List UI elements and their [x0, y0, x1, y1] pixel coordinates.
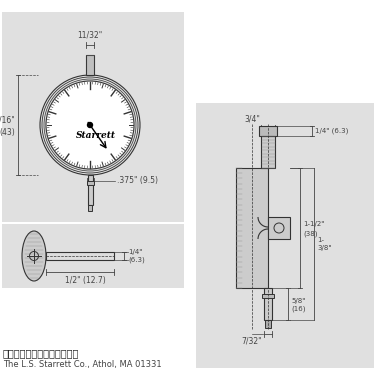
Bar [88, 205, 92, 211]
Text: 1/4" (6.3): 1/4" (6.3) [315, 128, 348, 134]
Ellipse shape [22, 231, 46, 281]
Text: 5/8": 5/8" [291, 298, 306, 304]
Text: 3/4": 3/4" [244, 114, 260, 123]
Bar [87, 175, 92, 205]
Bar [87, 181, 93, 185]
Bar [46, 252, 114, 260]
Text: 1/4"
(6.3): 1/4" (6.3) [128, 249, 145, 263]
Text: .375" (9.5): .375" (9.5) [117, 176, 158, 185]
Bar [265, 320, 271, 328]
Text: 1-11/16": 1-11/16" [0, 116, 15, 125]
Bar [196, 103, 374, 368]
Bar [2, 12, 184, 222]
Text: 7/32": 7/32" [242, 337, 262, 346]
Text: (16): (16) [291, 306, 306, 312]
Bar [86, 55, 94, 75]
Bar [262, 294, 274, 298]
Text: 11/32": 11/32" [78, 31, 103, 40]
Text: 1-: 1- [317, 237, 324, 243]
Bar [2, 224, 184, 288]
Text: 1-1/2": 1-1/2" [303, 221, 325, 227]
Text: Starrett: Starrett [76, 130, 116, 139]
Text: The L.S. Starrett Co., Athol, MA 01331: The L.S. Starrett Co., Athol, MA 01331 [3, 360, 161, 369]
Bar [259, 126, 277, 136]
Text: (43): (43) [0, 128, 15, 136]
Text: 表盘带免费起草的模板，写着: 表盘带免费起草的模板，写着 [3, 348, 79, 358]
Bar [268, 217, 290, 239]
Bar [261, 136, 275, 168]
Bar [236, 168, 268, 288]
Text: 3/8": 3/8" [317, 245, 331, 251]
Circle shape [87, 122, 92, 128]
Text: (38): (38) [303, 231, 318, 237]
Text: 1/2" (12.7): 1/2" (12.7) [65, 276, 105, 285]
Circle shape [44, 79, 136, 171]
Bar [264, 288, 272, 320]
Circle shape [46, 81, 134, 169]
Bar [196, 103, 374, 368]
